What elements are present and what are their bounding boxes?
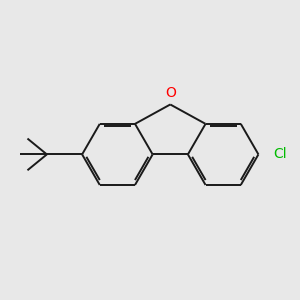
Text: Cl: Cl xyxy=(273,147,286,161)
Text: O: O xyxy=(165,86,176,100)
